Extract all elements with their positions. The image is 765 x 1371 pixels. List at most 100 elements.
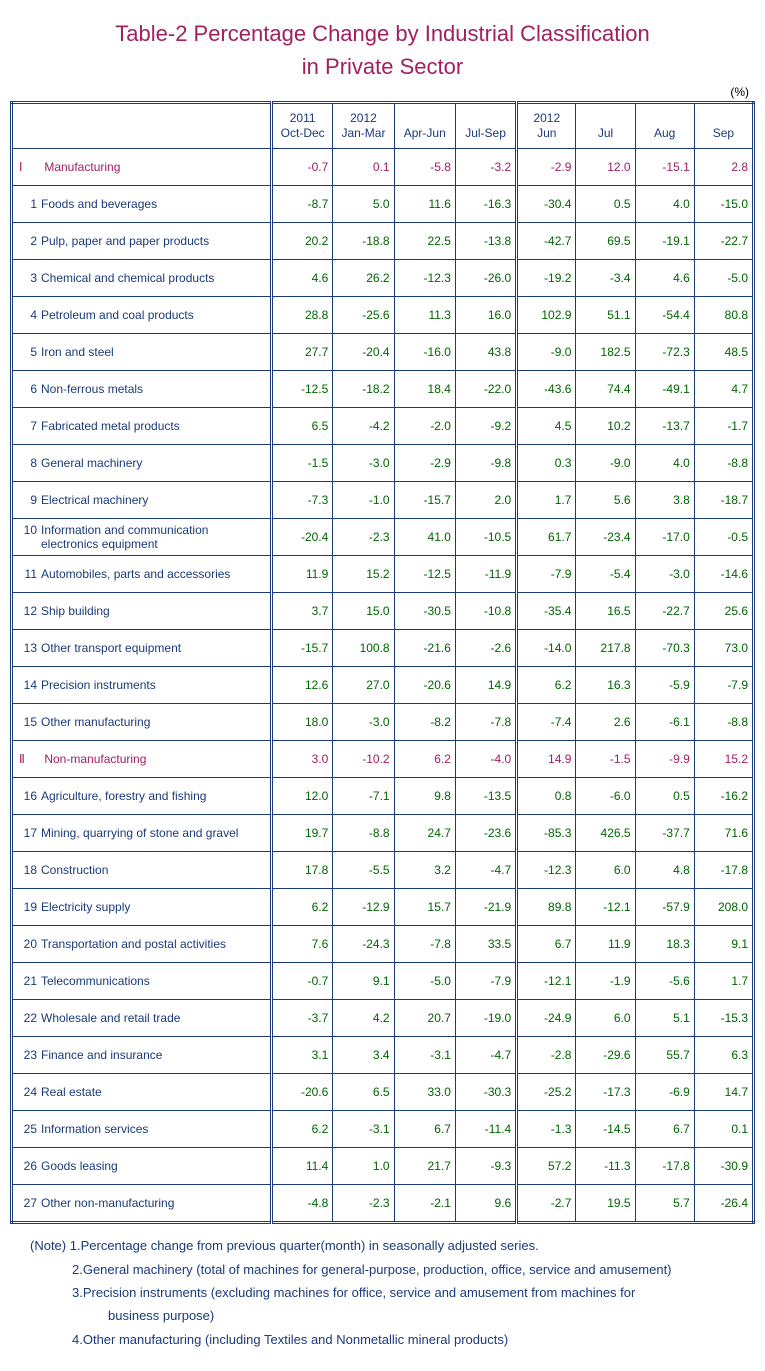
value-cell: 7.6 bbox=[272, 926, 333, 963]
value-cell: -8.8 bbox=[694, 445, 753, 482]
value-cell: -12.1 bbox=[517, 963, 576, 1000]
value-cell: -20.6 bbox=[394, 667, 455, 704]
table-body: Ⅰ Manufacturing-0.70.1-5.8-3.2-2.912.0-1… bbox=[12, 149, 754, 1223]
value-cell: 15.0 bbox=[333, 593, 394, 630]
value-cell: 5.7 bbox=[635, 1185, 694, 1223]
value-cell: -72.3 bbox=[635, 334, 694, 371]
value-cell: -25.2 bbox=[517, 1074, 576, 1111]
table-title-line1: Table-2 Percentage Change by Industrial … bbox=[10, 20, 755, 49]
value-cell: -0.7 bbox=[272, 963, 333, 1000]
value-cell: 27.0 bbox=[333, 667, 394, 704]
value-cell: -18.7 bbox=[694, 482, 753, 519]
row-label: 11Automobiles, parts and accessories bbox=[12, 556, 272, 593]
value-cell: -22.0 bbox=[455, 371, 516, 408]
value-cell: -16.3 bbox=[455, 186, 516, 223]
value-cell: 55.7 bbox=[635, 1037, 694, 1074]
value-cell: 0.3 bbox=[517, 445, 576, 482]
value-cell: 11.6 bbox=[394, 186, 455, 223]
value-cell: -2.7 bbox=[517, 1185, 576, 1223]
value-cell: 20.2 bbox=[272, 223, 333, 260]
value-cell: -6.1 bbox=[635, 704, 694, 741]
row-label: 8General machinery bbox=[12, 445, 272, 482]
value-cell: 9.6 bbox=[455, 1185, 516, 1223]
value-cell: -7.4 bbox=[517, 704, 576, 741]
value-cell: -4.2 bbox=[333, 408, 394, 445]
value-cell: -26.4 bbox=[694, 1185, 753, 1223]
row-label: 9Electrical machinery bbox=[12, 482, 272, 519]
value-cell: -17.0 bbox=[635, 519, 694, 556]
value-cell: -26.0 bbox=[455, 260, 516, 297]
value-cell: -19.1 bbox=[635, 223, 694, 260]
value-cell: -16.2 bbox=[694, 778, 753, 815]
notes-block: (Note) 1.Percentage change from previous… bbox=[10, 1234, 755, 1351]
value-cell: -13.5 bbox=[455, 778, 516, 815]
row-label: 22Wholesale and retail trade bbox=[12, 1000, 272, 1037]
value-cell: 6.7 bbox=[517, 926, 576, 963]
header-empty bbox=[12, 103, 272, 149]
value-cell: -16.0 bbox=[394, 334, 455, 371]
value-cell: -8.8 bbox=[694, 704, 753, 741]
value-cell: -7.9 bbox=[694, 667, 753, 704]
value-cell: 9.8 bbox=[394, 778, 455, 815]
value-cell: 74.4 bbox=[576, 371, 635, 408]
value-cell: 1.0 bbox=[333, 1148, 394, 1185]
value-cell: 10.2 bbox=[576, 408, 635, 445]
value-cell: 6.0 bbox=[576, 1000, 635, 1037]
value-cell: -30.9 bbox=[694, 1148, 753, 1185]
value-cell: -29.6 bbox=[576, 1037, 635, 1074]
value-cell: -12.9 bbox=[333, 889, 394, 926]
value-cell: 22.5 bbox=[394, 223, 455, 260]
value-cell: 16.0 bbox=[455, 297, 516, 334]
col-header-6: Aug bbox=[635, 103, 694, 149]
value-cell: -1.5 bbox=[576, 741, 635, 778]
value-cell: -9.0 bbox=[576, 445, 635, 482]
value-cell: -18.8 bbox=[333, 223, 394, 260]
value-cell: 3.0 bbox=[272, 741, 333, 778]
value-cell: -2.3 bbox=[333, 519, 394, 556]
row-label: 7Fabricated metal products bbox=[12, 408, 272, 445]
value-cell: 14.9 bbox=[517, 741, 576, 778]
value-cell: 4.5 bbox=[517, 408, 576, 445]
value-cell: 0.1 bbox=[694, 1111, 753, 1148]
value-cell: -1.3 bbox=[517, 1111, 576, 1148]
note-3-cont: business purpose) bbox=[30, 1304, 755, 1327]
value-cell: 4.6 bbox=[272, 260, 333, 297]
value-cell: -49.1 bbox=[635, 371, 694, 408]
value-cell: -17.8 bbox=[635, 1148, 694, 1185]
row-label: 3Chemical and chemical products bbox=[12, 260, 272, 297]
value-cell: 6.7 bbox=[635, 1111, 694, 1148]
value-cell: -1.7 bbox=[694, 408, 753, 445]
value-cell: 48.5 bbox=[694, 334, 753, 371]
data-table: 2011Oct-Dec2012Jan-MarApr-JunJul-Sep2012… bbox=[10, 101, 755, 1224]
note-1: (Note) 1.Percentage change from previous… bbox=[30, 1234, 755, 1257]
value-cell: -37.7 bbox=[635, 815, 694, 852]
value-cell: 6.2 bbox=[272, 1111, 333, 1148]
value-cell: -20.4 bbox=[272, 519, 333, 556]
value-cell: -9.8 bbox=[455, 445, 516, 482]
note-4: 4.Other manufacturing (including Textile… bbox=[30, 1328, 755, 1351]
value-cell: -10.8 bbox=[455, 593, 516, 630]
value-cell: -3.0 bbox=[635, 556, 694, 593]
value-cell: -12.3 bbox=[394, 260, 455, 297]
table-head: 2011Oct-Dec2012Jan-MarApr-JunJul-Sep2012… bbox=[12, 103, 754, 149]
value-cell: -14.5 bbox=[576, 1111, 635, 1148]
value-cell: -0.5 bbox=[694, 519, 753, 556]
section-row-label: Ⅰ Manufacturing bbox=[12, 149, 272, 186]
col-header-5: Jul bbox=[576, 103, 635, 149]
value-cell: 6.2 bbox=[394, 741, 455, 778]
value-cell: -7.1 bbox=[333, 778, 394, 815]
value-cell: -11.4 bbox=[455, 1111, 516, 1148]
value-cell: 6.7 bbox=[394, 1111, 455, 1148]
value-cell: 25.6 bbox=[694, 593, 753, 630]
row-label: 4Petroleum and coal products bbox=[12, 297, 272, 334]
row-label: 2Pulp, paper and paper products bbox=[12, 223, 272, 260]
value-cell: 4.2 bbox=[333, 1000, 394, 1037]
value-cell: 208.0 bbox=[694, 889, 753, 926]
row-label: 10Information and communication electron… bbox=[12, 519, 272, 556]
row-label: 16Agriculture, forestry and fishing bbox=[12, 778, 272, 815]
value-cell: 27.7 bbox=[272, 334, 333, 371]
value-cell: 4.0 bbox=[635, 186, 694, 223]
value-cell: -10.5 bbox=[455, 519, 516, 556]
col-header-1: 2012Jan-Mar bbox=[333, 103, 394, 149]
col-header-3: Jul-Sep bbox=[455, 103, 516, 149]
